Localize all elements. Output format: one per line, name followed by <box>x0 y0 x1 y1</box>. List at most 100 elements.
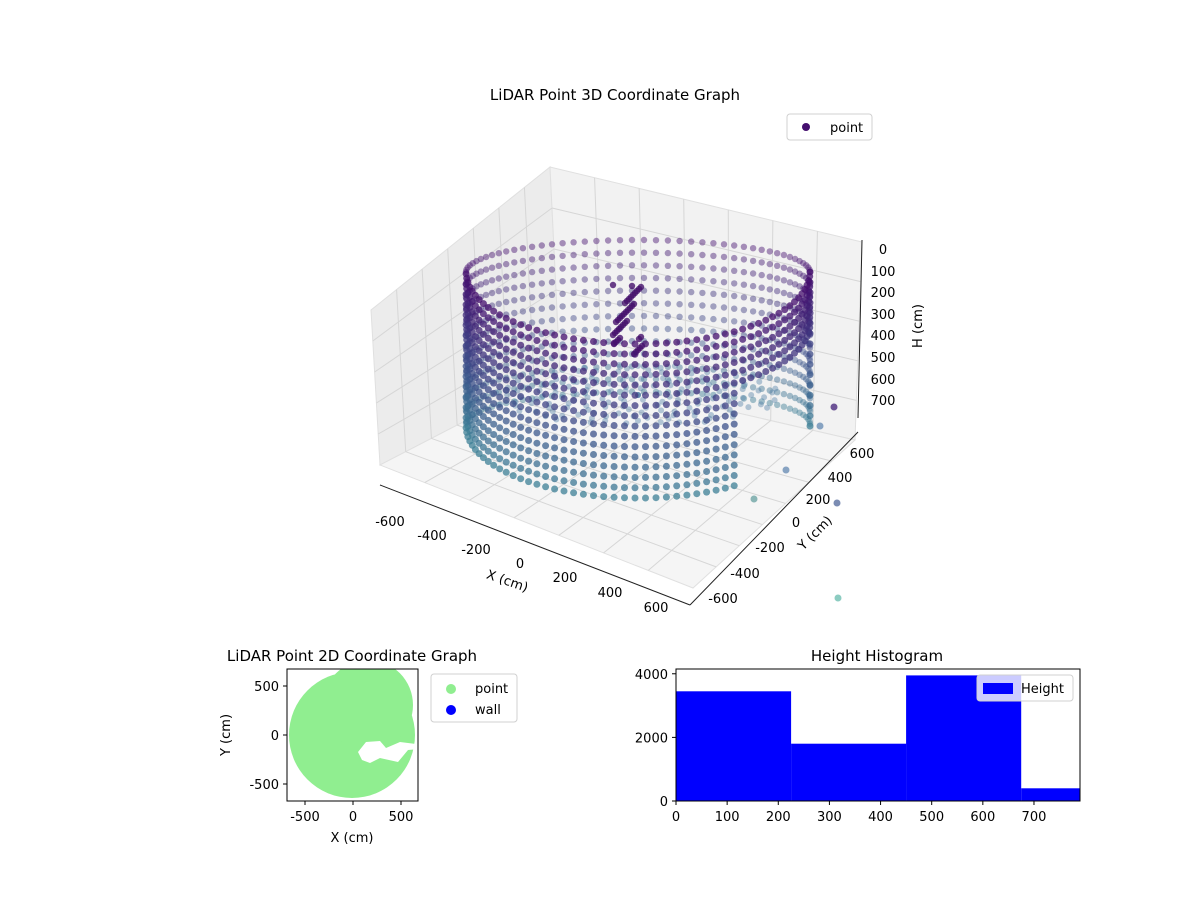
point-3d <box>699 264 706 271</box>
point-3d <box>638 375 645 382</box>
z-tick-label: 500 <box>871 351 896 366</box>
point-3d <box>462 373 470 381</box>
point-3d <box>640 325 648 332</box>
y-axis-line <box>689 431 859 606</box>
point-3d <box>720 304 728 311</box>
point-3d <box>538 292 545 300</box>
point-3d <box>604 376 612 383</box>
point-3d <box>525 375 533 383</box>
point-3d <box>747 374 755 382</box>
legend-3d-marker <box>802 123 810 131</box>
y-tick-label: 400 <box>828 471 853 486</box>
point-3d <box>593 364 600 371</box>
point-3d <box>769 364 777 372</box>
point-3d <box>683 481 691 489</box>
point-3d <box>806 391 814 399</box>
point-3d <box>683 378 691 386</box>
point-3d <box>517 434 525 442</box>
point-3d <box>769 354 777 362</box>
histogram-bar <box>676 691 792 801</box>
point-3d <box>517 382 525 390</box>
point-3d <box>664 325 672 333</box>
point-3d <box>631 494 639 502</box>
ticks-2d <box>283 685 402 805</box>
point-3d <box>658 407 665 414</box>
histogram-bars <box>676 675 1080 801</box>
point-3d <box>791 329 798 337</box>
point-3d <box>610 493 618 501</box>
point-3d <box>683 409 691 417</box>
point-3d <box>731 254 738 262</box>
point-3d <box>482 253 490 261</box>
point-3d <box>712 435 720 443</box>
point-3d <box>560 405 568 413</box>
point-3d <box>791 407 799 414</box>
point-3d <box>755 319 763 327</box>
x-tick-label: -500 <box>290 810 320 825</box>
point-3d <box>579 449 587 457</box>
point-3d <box>542 442 550 450</box>
point-3d <box>590 461 597 469</box>
point-3d <box>528 294 536 301</box>
point-3d <box>642 340 649 348</box>
point-3d <box>652 422 660 430</box>
point-3d <box>600 462 608 470</box>
point-3d <box>477 281 485 288</box>
point-3d <box>581 326 588 334</box>
point-3d <box>616 262 624 269</box>
point-3d <box>604 363 612 371</box>
point-3d <box>774 401 781 409</box>
point-3d <box>600 472 608 480</box>
point-3d <box>511 297 518 304</box>
point-3d <box>490 461 498 469</box>
point-3d <box>600 339 608 347</box>
point-3d <box>548 266 556 273</box>
point-3d <box>621 412 628 420</box>
point-3d <box>652 463 660 471</box>
point-3d <box>559 252 566 260</box>
point-3d <box>652 483 660 491</box>
point-3d <box>683 419 691 427</box>
point-3d <box>579 470 587 478</box>
grid-line <box>523 187 535 386</box>
point-3d <box>662 411 670 419</box>
point-3d <box>720 279 728 286</box>
point-3d <box>559 328 566 335</box>
point-3d <box>721 361 729 369</box>
point-3d <box>542 339 550 347</box>
point-3d <box>703 396 711 404</box>
point-3d <box>703 488 711 496</box>
point-3d <box>693 346 701 354</box>
point-3d <box>502 366 510 374</box>
point-3d <box>699 239 706 246</box>
point-3d <box>581 276 588 283</box>
point-3d <box>721 340 729 348</box>
point-3d <box>781 306 789 314</box>
point-3d <box>509 338 517 346</box>
point-3d <box>683 430 691 437</box>
point-3d <box>683 471 691 478</box>
point-disc-top <box>323 669 413 750</box>
point-3d <box>673 369 681 377</box>
point-3d <box>590 389 597 397</box>
point-3d <box>570 396 578 404</box>
point-3d <box>730 461 738 469</box>
point-3d <box>593 250 600 257</box>
point-3d <box>579 377 587 385</box>
point-3d <box>662 390 670 398</box>
point-3d <box>758 398 765 405</box>
point-3d <box>730 359 738 366</box>
chart-2d: LiDAR Point 2D Coordinate Graph -500 0 5… <box>219 647 518 846</box>
grid-line <box>555 289 858 362</box>
point-3d <box>551 485 559 493</box>
point-3d <box>610 473 618 481</box>
legend-3d-label: point <box>830 121 863 136</box>
grid-line <box>770 220 774 421</box>
point-3d <box>590 379 597 387</box>
point-3d <box>712 476 720 484</box>
point-3d <box>710 303 717 310</box>
point-3d <box>806 422 814 430</box>
point-3d <box>559 303 566 310</box>
point-3d <box>462 424 470 432</box>
point-3d <box>551 331 559 339</box>
